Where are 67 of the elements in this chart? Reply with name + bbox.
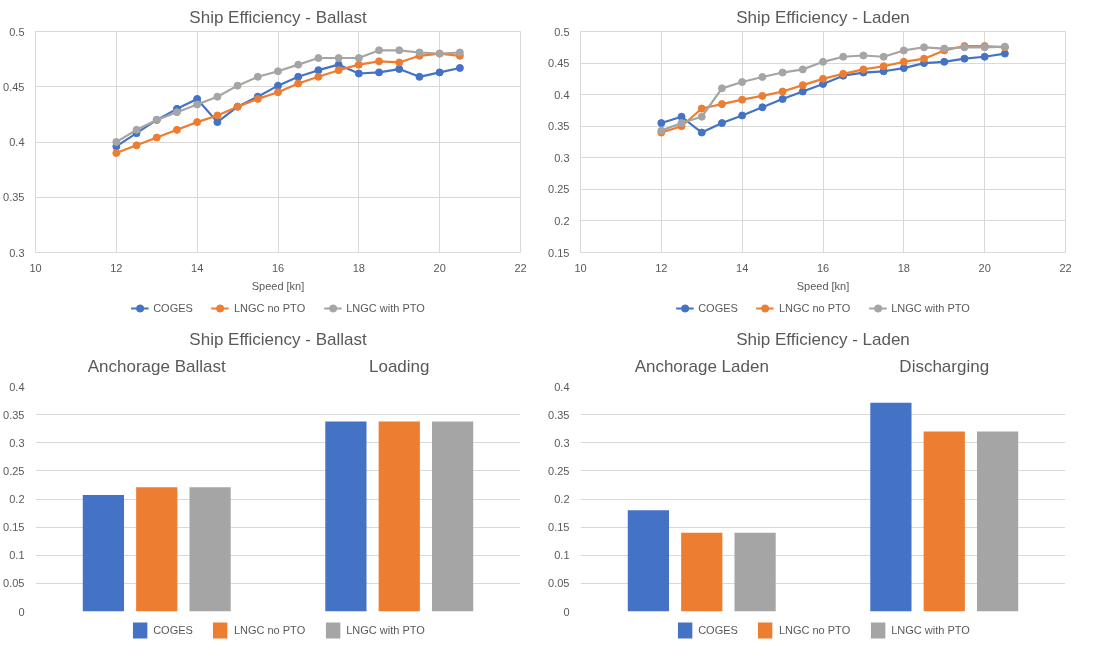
legend-label: COGES [698,302,738,314]
y-tick-label: 0.1 [9,549,25,562]
x-axis-title: Speed [kn] [251,279,305,292]
y-tick-label: 0.25 [548,183,570,196]
y-tick-label: 0.4 [554,88,570,101]
x-tick-label: Anchorage Ballast [87,356,227,376]
x-tick-label: 14 [191,261,204,274]
y-tick-label: 0.15 [548,521,570,534]
x-tick-label: Discharging [899,356,990,376]
y-tick-label: 0.35 [3,408,25,421]
y-tick-label: 0.4 [554,380,570,393]
y-tick-label: 0.25 [3,464,25,477]
chart-title: Ship Efficiency - Ballast [189,329,367,349]
y-tick-label: 0.3 [554,151,570,164]
x-tick-label: 22 [514,261,527,274]
y-tick-label: 0.1 [554,549,570,562]
y-tick-label: 0.3 [9,246,25,259]
x-tick-label: 14 [736,261,749,274]
legend-label: LNGC with PTO [891,624,970,636]
y-tick-label: 0.4 [9,380,25,393]
legend-label: LNGC no PTO [778,624,851,636]
y-tick-label: 0.15 [548,246,570,259]
y-tick-label: 0.25 [548,464,570,477]
x-tick-label: 12 [110,261,123,274]
y-tick-label: 0.5 [9,25,25,38]
x-tick-label: Loading [369,356,430,376]
legend-label: LNGC no PTO [778,302,851,314]
x-tick-label: 10 [574,261,587,274]
x-tick-label: 16 [271,261,285,274]
y-tick-label: 0.05 [3,577,25,590]
x-tick-label: 20 [433,261,446,274]
x-tick-label: 16 [816,261,830,274]
legend-label: LNGC with PTO [346,624,425,636]
y-tick-label: 0.5 [554,25,570,38]
chart-title: Ship Efficiency - Laden [736,329,910,349]
y-tick-label: 0.45 [3,80,25,93]
x-tick-label: 20 [978,261,991,274]
x-tick-label: 12 [655,261,668,274]
chart-title: Ship Efficiency - Laden [736,7,910,27]
legend-label: LNGC with PTO [891,302,970,314]
legend-label: COGES [153,302,193,314]
legend-label: COGES [698,624,738,636]
x-tick-label: 18 [352,261,365,274]
legend-label: COGES [153,624,193,636]
x-tick-label: 18 [897,261,910,274]
y-tick-label: 0.05 [548,577,570,590]
y-tick-label: 0.15 [3,521,25,534]
y-tick-label: 0.2 [9,493,25,505]
x-tick-label: 10 [29,261,42,274]
y-tick-label: 0 [18,605,25,618]
y-tick-label: 0.3 [9,436,25,449]
y-tick-label: 0.2 [554,214,570,227]
legend-label: LNGC no PTO [233,302,306,314]
y-tick-label: 0.4 [9,136,25,148]
x-tick-label: Anchorage Laden [634,356,769,376]
y-tick-label: 0.45 [548,57,570,70]
y-tick-label: 0.35 [548,408,570,421]
legend-label: LNGC no PTO [233,624,306,636]
y-tick-label: 0.3 [554,436,570,449]
y-tick-label: 0.2 [554,493,570,505]
chart-title: Ship Efficiency - Ballast [189,7,367,27]
y-tick-label: 0.35 [3,191,25,204]
y-tick-label: 0.35 [548,120,570,133]
x-tick-label: 22 [1059,261,1072,274]
x-axis-title: Speed [kn] [796,279,850,292]
y-tick-label: 0 [563,605,570,618]
legend-label: LNGC with PTO [346,302,425,314]
